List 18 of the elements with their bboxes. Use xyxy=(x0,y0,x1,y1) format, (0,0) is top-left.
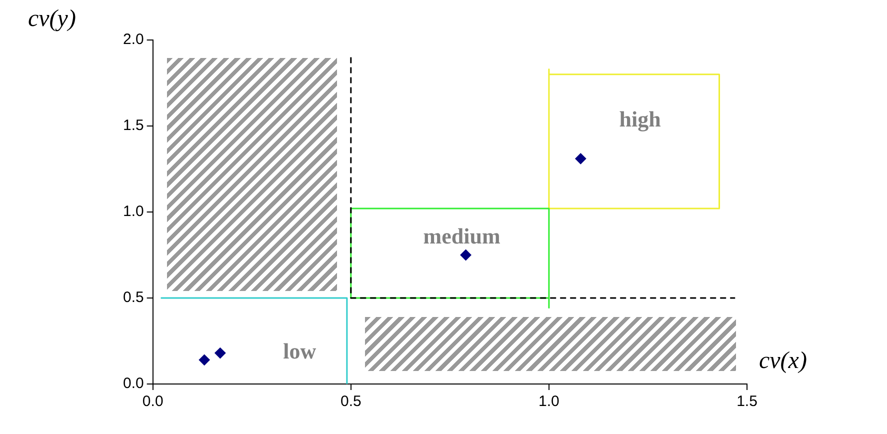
x-tick-label: 0.5 xyxy=(340,393,362,410)
y-tick-label: 0.5 xyxy=(122,289,144,306)
annotation: low xyxy=(283,338,316,364)
x-axis-title: cv(x) xyxy=(759,348,807,375)
x-tick-label: 0.0 xyxy=(142,393,164,410)
x-tick-label: 1.0 xyxy=(538,393,560,410)
point xyxy=(460,250,472,260)
y-axis-title: cv(y) xyxy=(28,6,76,33)
point xyxy=(575,153,586,164)
annotation: high xyxy=(619,106,661,132)
y-tick-label: 1.5 xyxy=(122,117,144,134)
x-tick-label: 1.5 xyxy=(736,393,758,410)
point xyxy=(214,348,226,359)
y-tick-label: 0.0 xyxy=(122,375,144,392)
y-tick-label: 2.0 xyxy=(122,31,144,48)
point xyxy=(198,354,210,366)
annotation: medium xyxy=(423,223,500,248)
y-tick-label: 1.0 xyxy=(122,203,144,220)
